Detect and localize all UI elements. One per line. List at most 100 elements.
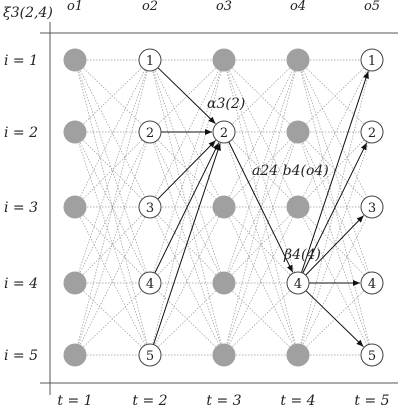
highlight-edge bbox=[157, 67, 216, 124]
dotted-edge bbox=[297, 131, 373, 208]
state-label: i = 2 bbox=[4, 125, 38, 141]
state-node: 5 bbox=[138, 343, 162, 367]
node-circle bbox=[212, 195, 236, 219]
dotted-edge bbox=[74, 59, 151, 208]
dotted-edge bbox=[297, 131, 373, 208]
filled-state-node bbox=[212, 48, 236, 72]
time-label: t = 4 bbox=[280, 393, 315, 406]
dotted-edges bbox=[74, 59, 373, 356]
dotted-edge bbox=[74, 282, 151, 356]
node-label: 2 bbox=[368, 126, 376, 141]
dotted-edge bbox=[223, 131, 299, 356]
filled-state-node bbox=[212, 343, 236, 367]
time-label: t = 1 bbox=[57, 393, 92, 406]
time-labels: t = 1 t = 2 t = 3 t = 4 t = 5 bbox=[57, 393, 389, 406]
observation-label: o3 bbox=[216, 0, 232, 14]
node-label: 3 bbox=[146, 201, 154, 216]
dotted-edge bbox=[297, 59, 373, 356]
dotted-edge bbox=[74, 59, 151, 208]
dotted-edge bbox=[74, 131, 151, 284]
node-circle bbox=[212, 48, 236, 72]
node-circle bbox=[286, 195, 310, 219]
time-label: t = 2 bbox=[132, 393, 167, 406]
filled-state-node bbox=[63, 48, 87, 72]
dotted-edge bbox=[223, 59, 299, 356]
filled-state-node bbox=[286, 120, 310, 144]
filled-state-node bbox=[286, 48, 310, 72]
state-node: 1 bbox=[138, 48, 162, 72]
node-circle bbox=[360, 48, 384, 72]
state-node: 2 bbox=[360, 120, 384, 144]
state-node: 1 bbox=[360, 48, 384, 72]
highlight-edge bbox=[301, 71, 369, 273]
node-circle bbox=[360, 120, 384, 144]
trellis-nodes: 1 2 3 4 5 2 4 1 2 3 4 5 bbox=[63, 48, 384, 367]
node-circle bbox=[360, 271, 384, 295]
state-node: 4 bbox=[286, 271, 310, 295]
dotted-edge bbox=[149, 206, 225, 356]
dotted-edge bbox=[223, 206, 299, 284]
dotted-edge bbox=[223, 59, 299, 133]
dotted-edge bbox=[74, 206, 151, 356]
node-circle bbox=[63, 271, 87, 295]
state-node: 2 bbox=[212, 120, 236, 144]
highlight-edge bbox=[305, 290, 364, 347]
state-node: 4 bbox=[360, 271, 384, 295]
transition-emission-annotation: a24 b4(o4) bbox=[252, 163, 329, 179]
node-circle bbox=[360, 343, 384, 367]
highlight-edges bbox=[153, 67, 369, 347]
filled-state-node bbox=[212, 195, 236, 219]
highlight-edge bbox=[157, 140, 216, 200]
node-label: 5 bbox=[146, 349, 154, 364]
dotted-edge bbox=[297, 59, 373, 133]
node-circle bbox=[212, 271, 236, 295]
state-node: 3 bbox=[138, 195, 162, 219]
dotted-edge bbox=[297, 206, 373, 356]
dotted-edge bbox=[74, 59, 151, 284]
node-label: 4 bbox=[146, 277, 154, 292]
time-label: t = 3 bbox=[206, 393, 241, 406]
dotted-edge bbox=[149, 59, 225, 356]
dotted-edge bbox=[149, 282, 225, 356]
dotted-edge bbox=[223, 206, 299, 356]
state-label: i = 1 bbox=[4, 53, 38, 69]
filled-state-node bbox=[286, 343, 310, 367]
dotted-edge bbox=[149, 206, 225, 284]
node-circle bbox=[286, 271, 310, 295]
beta-annotation: β4(4) bbox=[283, 247, 321, 263]
dotted-edge bbox=[297, 131, 373, 356]
dotted-edge bbox=[297, 59, 373, 356]
node-circle bbox=[138, 343, 162, 367]
node-label: 5 bbox=[368, 349, 376, 364]
dotted-edge bbox=[74, 131, 151, 208]
dotted-edge bbox=[223, 206, 299, 284]
filled-state-node bbox=[63, 343, 87, 367]
node-label: 3 bbox=[368, 201, 376, 216]
dotted-edge bbox=[149, 59, 225, 284]
observation-labels: o1 o2 o3 o4 o5 bbox=[67, 0, 380, 14]
observation-label: o4 bbox=[290, 0, 306, 14]
node-circle bbox=[360, 195, 384, 219]
dotted-edge bbox=[297, 206, 373, 284]
state-label: i = 5 bbox=[4, 348, 38, 364]
observation-label: o1 bbox=[67, 0, 83, 14]
dotted-edge bbox=[149, 206, 225, 284]
dotted-edge bbox=[149, 131, 225, 208]
highlight-edge bbox=[154, 142, 220, 274]
dotted-edge bbox=[223, 131, 299, 208]
dotted-edge bbox=[223, 206, 299, 356]
node-label: 4 bbox=[294, 277, 302, 292]
observation-label: o2 bbox=[142, 0, 158, 14]
node-circle bbox=[138, 271, 162, 295]
node-circle bbox=[212, 120, 236, 144]
node-label: 2 bbox=[146, 126, 154, 141]
node-circle bbox=[138, 48, 162, 72]
state-node: 5 bbox=[360, 343, 384, 367]
dotted-edge bbox=[149, 206, 225, 356]
highlight-edge bbox=[305, 215, 364, 276]
corner-label: ξ3(2,4) bbox=[3, 5, 53, 21]
observation-label: o5 bbox=[364, 0, 380, 14]
filled-state-node bbox=[63, 120, 87, 144]
node-circle bbox=[286, 343, 310, 367]
